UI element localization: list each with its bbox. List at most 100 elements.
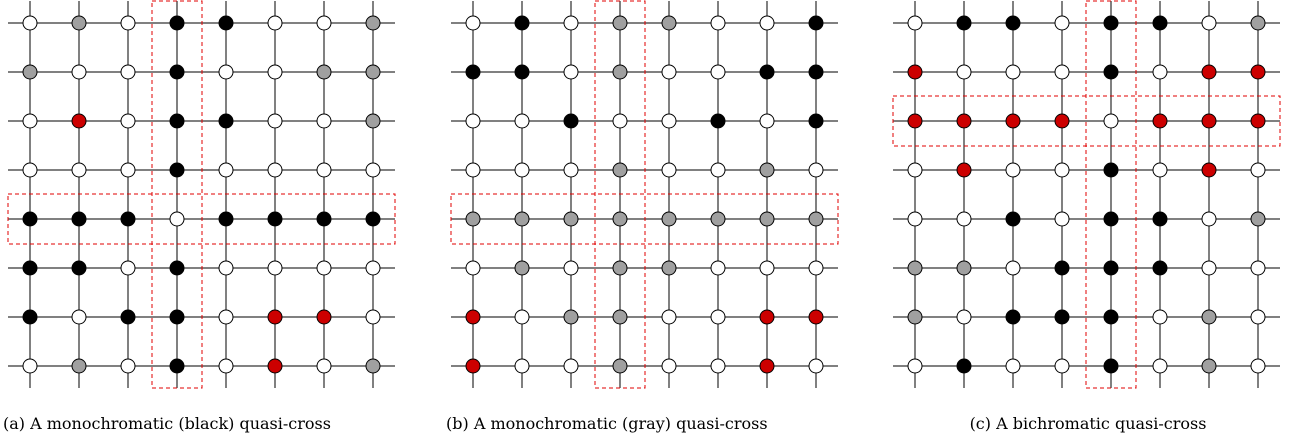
lattice-node — [1152, 15, 1168, 31]
lattice-node — [661, 113, 677, 129]
lattice-node — [1005, 309, 1021, 325]
lattice-node — [1250, 113, 1266, 129]
lattice-node — [1054, 260, 1070, 276]
lattice-node — [759, 64, 775, 80]
lattice-node — [365, 162, 381, 178]
lattice-node — [710, 113, 726, 129]
lattice-node — [661, 260, 677, 276]
lattice-node — [612, 260, 628, 276]
highlight-col-box — [151, 0, 203, 389]
lattice-node — [710, 162, 726, 178]
lattice-node — [218, 15, 234, 31]
lattice-node — [710, 211, 726, 227]
caption-c: (c) A bichromatic quasi-cross — [969, 414, 1207, 433]
lattice-node — [1005, 162, 1021, 178]
lattice-node — [1152, 162, 1168, 178]
lattice-node — [365, 64, 381, 80]
highlight-row-box — [450, 193, 839, 245]
lattice-node — [71, 162, 87, 178]
lattice-node — [514, 113, 530, 129]
lattice-node — [267, 260, 283, 276]
lattice-node — [365, 15, 381, 31]
lattice-node — [1103, 260, 1119, 276]
lattice-node — [514, 64, 530, 80]
lattice-node — [808, 358, 824, 374]
lattice-node — [1103, 113, 1119, 129]
lattice-node — [267, 309, 283, 325]
lattice-node — [267, 358, 283, 374]
lattice-node — [1103, 64, 1119, 80]
lattice-node — [808, 260, 824, 276]
lattice-node — [218, 358, 234, 374]
lattice-node — [1250, 358, 1266, 374]
lattice-node — [71, 309, 87, 325]
lattice-node — [612, 64, 628, 80]
lattice-node — [710, 64, 726, 80]
lattice-node — [1054, 64, 1070, 80]
lattice-node — [563, 64, 579, 80]
lattice-node — [907, 309, 923, 325]
lattice-node — [1201, 260, 1217, 276]
lattice-node — [907, 162, 923, 178]
lattice-node — [1201, 15, 1217, 31]
lattice-node — [365, 113, 381, 129]
highlight-col-box — [1085, 0, 1137, 389]
lattice-node — [563, 358, 579, 374]
lattice-node — [120, 162, 136, 178]
lattice-node — [563, 309, 579, 325]
lattice-node — [661, 309, 677, 325]
lattice-node — [1103, 211, 1119, 227]
lattice-node — [514, 309, 530, 325]
lattice-node — [465, 162, 481, 178]
lattice-node — [612, 15, 628, 31]
panel-a: (a) A monochromatic (black) quasi-cross — [3, 0, 403, 437]
lattice-node — [1201, 358, 1217, 374]
lattice-node — [120, 64, 136, 80]
lattice-node — [365, 211, 381, 227]
lattice-node — [1054, 211, 1070, 227]
lattice-node — [514, 260, 530, 276]
lattice-node — [465, 358, 481, 374]
lattice-node — [1005, 358, 1021, 374]
lattice-node — [563, 162, 579, 178]
panel-c: (c) A bichromatic quasi-cross — [888, 0, 1288, 437]
grid-c — [892, 0, 1281, 389]
lattice-node — [759, 113, 775, 129]
lattice-node — [612, 211, 628, 227]
lattice-node — [612, 113, 628, 129]
lattice-node — [907, 358, 923, 374]
lattice-node — [71, 358, 87, 374]
lattice-node — [661, 162, 677, 178]
lattice-node — [1103, 162, 1119, 178]
lattice-node — [120, 113, 136, 129]
lattice-node — [22, 113, 38, 129]
lattice-node — [808, 64, 824, 80]
lattice-node — [120, 358, 136, 374]
lattice-node — [956, 15, 972, 31]
lattice-node — [710, 358, 726, 374]
lattice-node — [218, 260, 234, 276]
lattice-node — [316, 260, 332, 276]
lattice-node — [218, 162, 234, 178]
lattice-node — [563, 260, 579, 276]
lattice-node — [169, 358, 185, 374]
lattice-node — [1005, 260, 1021, 276]
lattice-node — [316, 211, 332, 227]
lattice-node — [1152, 309, 1168, 325]
lattice-node — [267, 162, 283, 178]
lattice-node — [759, 162, 775, 178]
lattice-node — [907, 260, 923, 276]
lattice-node — [1201, 113, 1217, 129]
lattice-node — [71, 15, 87, 31]
lattice-node — [120, 309, 136, 325]
lattice-node — [1152, 113, 1168, 129]
lattice-node — [169, 113, 185, 129]
lattice-node — [1152, 260, 1168, 276]
lattice-node — [169, 162, 185, 178]
lattice-node — [907, 113, 923, 129]
lattice-node — [612, 162, 628, 178]
lattice-node — [169, 260, 185, 276]
lattice-node — [956, 309, 972, 325]
lattice-node — [1103, 15, 1119, 31]
lattice-node — [465, 113, 481, 129]
